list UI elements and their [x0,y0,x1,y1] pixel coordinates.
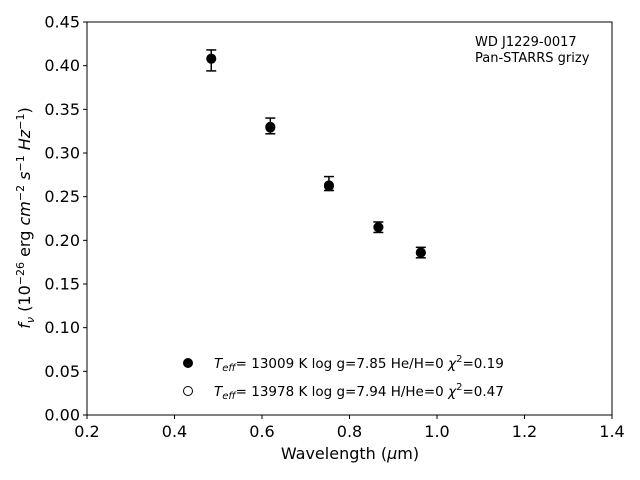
y-tick-label: 0.10 [44,318,80,337]
x-tick-label: 0.2 [74,422,99,441]
legend-entry-1: Teff= 13009 K log g=7.85 He/H=0 χ2=0.19 [214,354,504,374]
model-point-filled [265,122,276,133]
model-point-filled [415,247,426,258]
annotation-survey: Pan-STARRS grizy [475,51,590,66]
x-tick-label: 0.6 [249,422,274,441]
y-tick-label: 0.40 [44,56,80,75]
y-tick-label: 0.25 [44,187,80,206]
x-axis-label: Wavelength (μm) [281,444,419,463]
legend-marker-filled [183,358,193,368]
x-tick-label: 1.0 [424,422,449,441]
x-axis-ticks: 0.2 0.4 0.6 0.8 1.0 1.2 1.4 [74,415,625,441]
legend-entry-2: Teff= 13978 K log g=7.94 H/He=0 χ2=0.47 [214,382,504,402]
model-point-filled [206,53,217,64]
y-axis-ticks: 0.00 0.05 0.10 0.15 0.20 0.25 0.30 0.35 0.40 0.45 [44,13,87,425]
y-tick-label: 0.20 [44,231,80,250]
y-tick-label: 0.45 [44,13,80,32]
y-tick-label: 0.00 [44,406,80,425]
x-tick-label: 0.4 [162,422,187,441]
data-markers [206,53,426,258]
y-axis-label: fν (10−26 erg cm−2 s−1 Hz−1) [14,107,37,328]
y-tick-label: 0.15 [44,275,80,294]
x-tick-label: 0.8 [337,422,362,441]
plot-area [86,21,613,416]
x-tick-label: 1.2 [512,422,537,441]
model-point-filled [323,181,334,192]
y-tick-label: 0.30 [44,144,80,163]
legend-marker-open [183,386,193,396]
annotation-object: WD J1229-0017 [475,35,577,50]
model-point-filled [373,222,384,233]
y-tick-label: 0.05 [44,362,80,381]
legend: Teff= 13009 K log g=7.85 He/H=0 χ2=0.19 … [183,354,504,402]
y-tick-label: 0.35 [44,100,80,119]
x-tick-label: 1.4 [599,422,624,441]
